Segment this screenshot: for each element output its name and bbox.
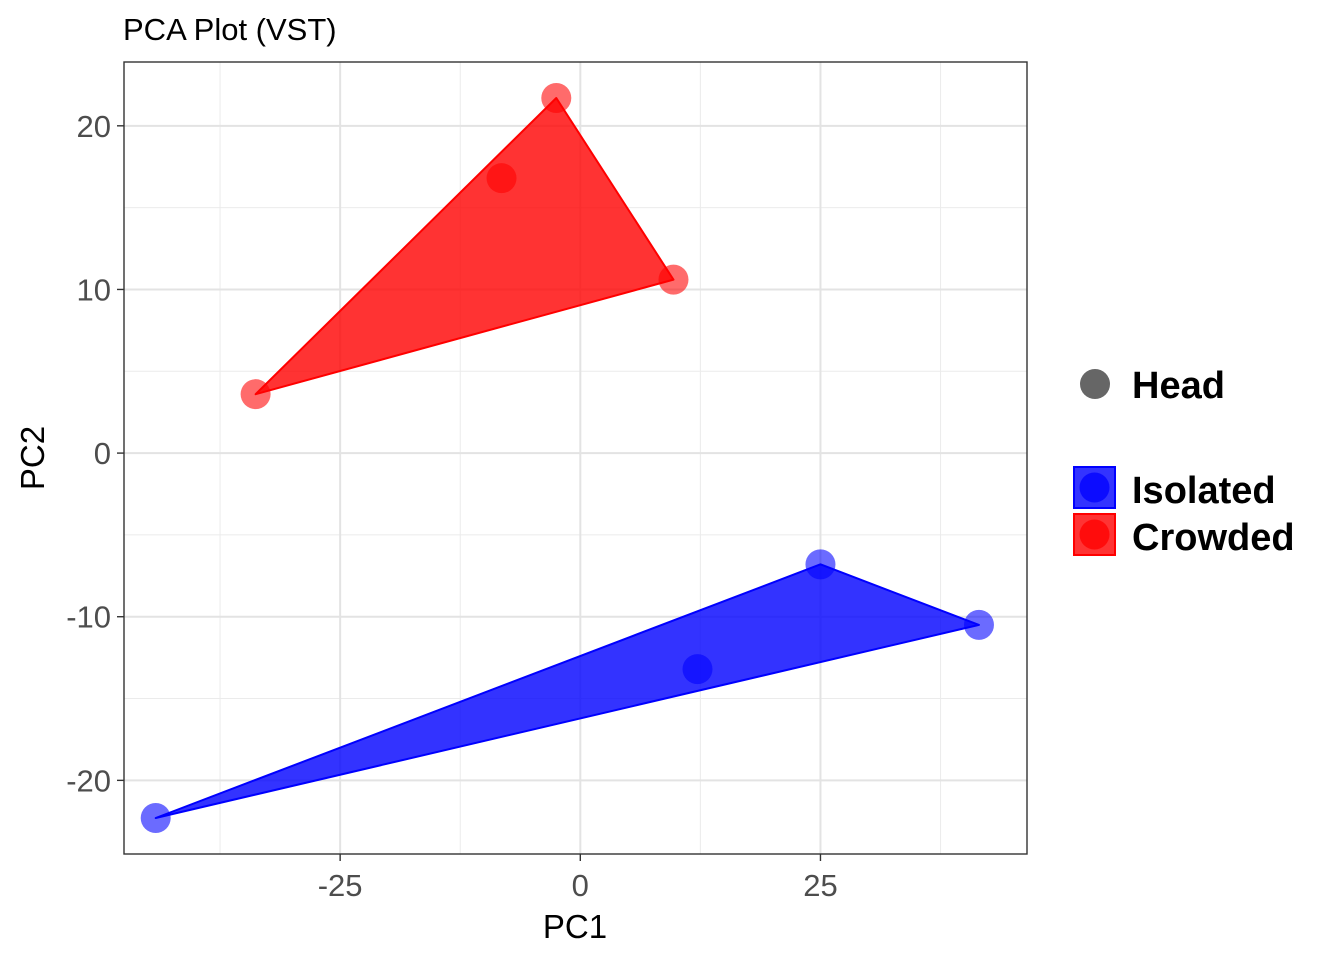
x-axis-ticks: -25 0 25: [318, 854, 838, 903]
hull-isolated: [154, 563, 980, 819]
point-isolated: [963, 609, 994, 640]
y-axis-ticks: -20 -10 0 10 20: [66, 109, 124, 798]
legend-isolated-point-icon: [1079, 472, 1110, 503]
legend-head-label: Head: [1132, 365, 1225, 407]
point-crowded: [486, 163, 517, 194]
point-crowded: [240, 379, 271, 410]
x-tick-label: 25: [803, 868, 837, 903]
y-tick-label: -20: [66, 763, 111, 798]
point-isolated: [805, 549, 836, 580]
x-tick-label: 0: [572, 868, 589, 903]
x-axis-title: PC1: [543, 908, 607, 945]
point-crowded: [658, 264, 689, 295]
legend-isolated-label: Isolated: [1132, 470, 1276, 512]
legend-crowded-point-icon: [1079, 519, 1110, 550]
hull-crowded: [254, 97, 675, 396]
y-axis-title: PC2: [14, 426, 51, 490]
data-points: [140, 83, 994, 833]
panel-border: [123, 61, 1028, 855]
y-tick-label: 0: [94, 436, 111, 471]
point-isolated: [140, 803, 171, 833]
hull-polygons: [154, 97, 980, 819]
legend: Head Isolated Crowded: [1073, 365, 1295, 559]
point-crowded: [541, 83, 572, 113]
x-tick-label: -25: [318, 868, 363, 903]
legend-head-shape-icon: [1080, 369, 1110, 399]
y-tick-label: -10: [66, 600, 111, 635]
y-tick-label: 10: [77, 272, 111, 307]
chart-title: PCA Plot (VST): [123, 12, 337, 47]
point-isolated: [682, 654, 713, 685]
y-tick-label: 20: [77, 109, 111, 144]
legend-crowded-label: Crowded: [1132, 517, 1295, 559]
